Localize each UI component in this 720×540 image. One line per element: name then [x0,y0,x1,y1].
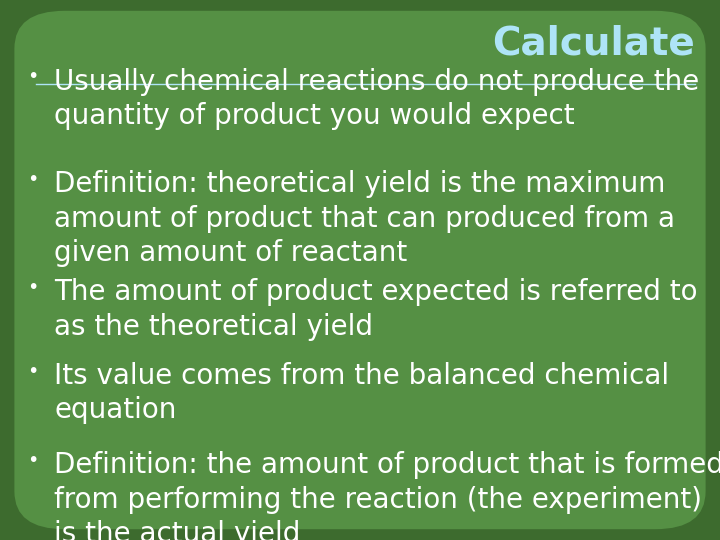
Text: Definition: the amount of product that is formed
from performing the reaction (t: Definition: the amount of product that i… [54,451,720,540]
Text: •: • [27,170,38,189]
Text: The amount of product expected is referred to
as the theoretical yield: The amount of product expected is referr… [54,278,698,341]
Text: •: • [27,68,38,86]
Text: Its value comes from the balanced chemical
equation: Its value comes from the balanced chemic… [54,362,669,424]
Text: •: • [27,362,38,381]
Text: Usually chemical reactions do not produce the
quantity of product you would expe: Usually chemical reactions do not produc… [54,68,699,130]
Text: •: • [27,451,38,470]
Text: •: • [27,278,38,297]
Text: Calculate: Calculate [492,24,695,62]
Text: Definition: theoretical yield is the maximum
amount of product that can produced: Definition: theoretical yield is the max… [54,170,675,267]
